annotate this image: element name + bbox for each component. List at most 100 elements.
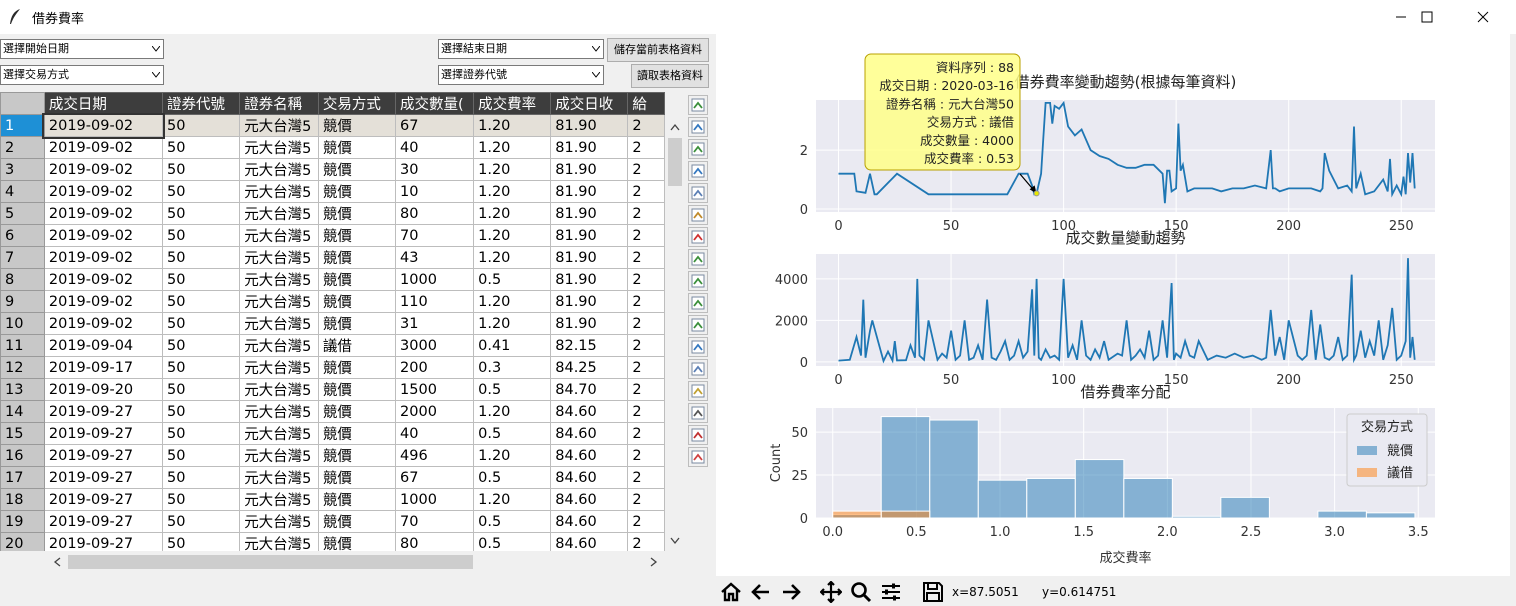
table-cell-close[interactable]: 84.60	[550, 532, 629, 551]
table-cell-method[interactable]: 議借	[317, 334, 397, 357]
table-cell-date[interactable]: 2019-09-27	[43, 532, 164, 551]
table-cell-qty[interactable]: 43	[395, 246, 475, 269]
table-cell-close[interactable]: 84.60	[550, 444, 629, 467]
table-cell-code[interactable]: 50	[162, 378, 241, 401]
table-cell-date[interactable]: 2019-09-02	[43, 180, 164, 203]
column-header[interactable]: 證券名稱	[239, 92, 319, 115]
table-row[interactable]: 14 2019-09-27 50 元大台灣5 競價 2000 1.20 84.60 2	[0, 400, 665, 423]
table-row[interactable]: 19 2019-09-27 50 元大台灣5 競價 70 0.5 84.60 2	[0, 510, 665, 533]
table-cell-code[interactable]: 50	[162, 400, 241, 423]
table-cell-close[interactable]: 81.90	[550, 268, 629, 291]
table-cell-date[interactable]: 2019-09-02	[43, 246, 164, 269]
table-cell-rate[interactable]: 1.20	[473, 224, 552, 247]
row-number[interactable]: 20	[0, 532, 45, 551]
duplicate-button[interactable]	[688, 359, 708, 379]
table-cell-qty[interactable]: 40	[395, 422, 475, 445]
table-cell-code[interactable]: 50	[162, 246, 241, 269]
table-cell-name[interactable]: 元大台灣5	[239, 136, 319, 159]
calculator-button[interactable]	[688, 403, 708, 423]
table-cell-close[interactable]: 81.90	[550, 290, 629, 313]
table-cell-rate[interactable]: 0.5	[473, 422, 552, 445]
table-cell-rate[interactable]: 1.20	[473, 202, 552, 225]
table-cell-close[interactable]: 81.90	[550, 312, 629, 335]
table-cell-code[interactable]: 50	[162, 466, 241, 489]
table-cell-code[interactable]: 50	[162, 180, 241, 203]
table-cell-rate[interactable]: 0.41	[473, 334, 552, 357]
close-button[interactable]	[1460, 0, 1506, 34]
table-cell-date[interactable]: 2019-09-02	[43, 136, 164, 159]
table-cell-date[interactable]: 2019-09-02	[43, 202, 164, 225]
table-cell-name[interactable]: 元大台灣5	[239, 400, 319, 423]
table-cell-close[interactable]: 84.60	[550, 466, 629, 489]
table-row[interactable]: 7 2019-09-02 50 元大台灣5 競價 43 1.20 81.90 2	[0, 246, 665, 269]
table-cell-name[interactable]: 元大台灣5	[239, 224, 319, 247]
table-cell-method[interactable]: 競價	[317, 312, 397, 335]
table-cell-name[interactable]: 元大台灣5	[239, 444, 319, 467]
configure-button[interactable]	[878, 579, 904, 605]
table-row[interactable]: 6 2019-09-02 50 元大台灣5 競價 70 1.20 81.90 2	[0, 224, 665, 247]
table-cell-close[interactable]: 84.60	[550, 422, 629, 445]
table-cell-date[interactable]: 2019-09-27	[43, 444, 164, 467]
trade-method-combo[interactable]: 選擇交易方式	[0, 65, 164, 85]
table-cell-close[interactable]: 84.70	[550, 378, 629, 401]
undo-button[interactable]	[688, 249, 708, 269]
table-cell-x[interactable]: 2	[627, 136, 665, 159]
table-cell-date[interactable]: 2019-09-02	[43, 224, 164, 247]
table-cell-name[interactable]: 元大台灣5	[239, 268, 319, 291]
table-cell-x[interactable]: 2	[627, 532, 665, 551]
table-cell-x[interactable]: 2	[627, 422, 665, 445]
table-cell-rate[interactable]: 0.5	[473, 466, 552, 489]
table-row[interactable]: 18 2019-09-27 50 元大台灣5 競價 1000 1.20 84.60 2	[0, 488, 665, 511]
table-row[interactable]: 10 2019-09-02 50 元大台灣5 競價 31 1.20 81.90 2	[0, 312, 665, 335]
table-cell-qty[interactable]: 30	[395, 158, 475, 181]
table-horizontal-scrollbar[interactable]	[48, 552, 664, 572]
table-cell-date[interactable]: 2019-09-27	[43, 422, 164, 445]
table-row[interactable]: 1 2019-09-02 50 元大台灣5 競價 67 1.20 81.90 2	[0, 112, 665, 139]
table-cell-x[interactable]: 2	[627, 158, 665, 181]
table-cell-code[interactable]: 50	[162, 334, 241, 357]
table-cell-close[interactable]: 84.60	[550, 400, 629, 423]
row-number[interactable]: 6	[0, 224, 45, 247]
table-cell-close[interactable]: 81.90	[550, 246, 629, 269]
table-vertical-scrollbar[interactable]	[666, 118, 684, 551]
table-cell-rate[interactable]: 0.3	[473, 356, 552, 379]
table-cell-rate[interactable]: 0.5	[473, 532, 552, 551]
table-cell-x[interactable]: 2	[627, 224, 665, 247]
table-cell-close[interactable]: 84.60	[550, 510, 629, 533]
stats-chart-button[interactable]	[688, 425, 708, 445]
table-cell-name[interactable]: 元大台灣5	[239, 246, 319, 269]
table-cell-name[interactable]: 元大台灣5	[239, 158, 319, 181]
table-cell-method[interactable]: 競價	[317, 114, 397, 137]
column-header[interactable]: 成交日期	[43, 92, 164, 115]
table-cell-method[interactable]: 競價	[317, 158, 397, 181]
table-row[interactable]: 4 2019-09-02 50 元大台灣5 競價 10 1.20 81.90 2	[0, 180, 665, 203]
table-cell-x[interactable]: 2	[627, 180, 665, 203]
table-cell-code[interactable]: 50	[162, 224, 241, 247]
table-cell-x[interactable]: 2	[627, 290, 665, 313]
table-cell-qty[interactable]: 80	[395, 532, 475, 551]
table-cell-date[interactable]: 2019-09-02	[43, 158, 164, 181]
save-table-button[interactable]: 儲存當前表格資料	[607, 38, 709, 62]
table-cell-method[interactable]: 競價	[317, 356, 397, 379]
table-cell-x[interactable]: 2	[627, 334, 665, 357]
row-number[interactable]: 13	[0, 378, 45, 401]
table-cell-code[interactable]: 50	[162, 510, 241, 533]
table-cell-date[interactable]: 2019-09-02	[43, 268, 164, 291]
table-cell-qty[interactable]: 1000	[395, 268, 475, 291]
row-number[interactable]: 15	[0, 422, 45, 445]
table-cell-name[interactable]: 元大台灣5	[239, 488, 319, 511]
table-cell-x[interactable]: 2	[627, 378, 665, 401]
table-cell-code[interactable]: 50	[162, 422, 241, 445]
table-cell-code[interactable]: 50	[162, 268, 241, 291]
table-cell-rate[interactable]: 0.5	[473, 268, 552, 291]
table-cell-code[interactable]: 50	[162, 312, 241, 335]
share-button[interactable]	[688, 315, 708, 335]
table-cell-name[interactable]: 元大台灣5	[239, 378, 319, 401]
table-cell-x[interactable]: 2	[627, 268, 665, 291]
table-cell-code[interactable]: 50	[162, 136, 241, 159]
return-button[interactable]	[688, 293, 708, 313]
table-cell-method[interactable]: 競價	[317, 466, 397, 489]
maximize-button[interactable]	[1404, 0, 1450, 34]
table-cell-close[interactable]: 81.90	[550, 158, 629, 181]
table-cell-date[interactable]: 2019-09-02	[43, 290, 164, 313]
